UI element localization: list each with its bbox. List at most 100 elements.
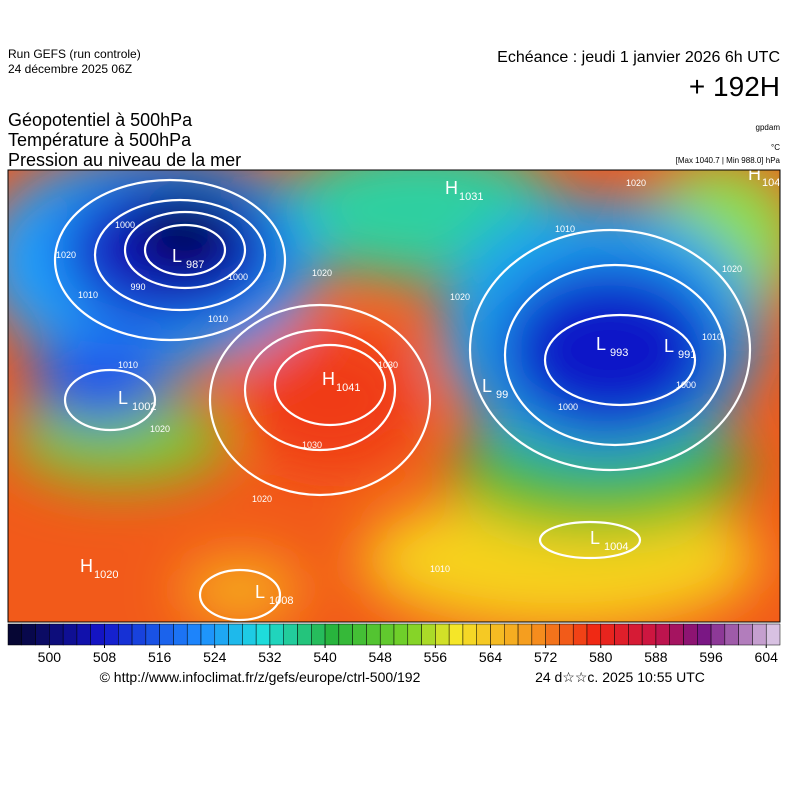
- colorbar-swatch: [311, 623, 326, 646]
- colorbar-swatch: [352, 623, 367, 646]
- colorbar-swatch: [186, 623, 202, 646]
- colorbar-swatch: [173, 623, 188, 646]
- field-name: Géopotentiel à 500hPa: [8, 110, 193, 130]
- center-kind: L: [596, 334, 606, 354]
- isobar-label: 1020: [450, 292, 470, 302]
- colorbar-swatch: [462, 623, 477, 646]
- colorbar-swatch: [752, 623, 767, 646]
- center-value: 991: [678, 349, 696, 361]
- isobar-label: 1020: [56, 250, 76, 260]
- center-kind: H: [445, 178, 458, 198]
- colorbar-label: 524: [203, 649, 227, 665]
- colorbar-label: 500: [38, 649, 62, 665]
- lead-time: + 192H: [689, 71, 780, 102]
- isobar-label: 1030: [378, 360, 398, 370]
- center-value: 1002: [132, 401, 156, 413]
- colorbar-swatch: [697, 623, 712, 646]
- colorbar-swatch: [765, 623, 781, 646]
- colorbar-label: 508: [93, 649, 117, 665]
- colorbar-swatch: [517, 623, 533, 646]
- colorbar-label: 588: [644, 649, 668, 665]
- isobar-label: 1010: [78, 290, 98, 300]
- colorbar-swatch: [641, 623, 657, 646]
- colorbar-swatch: [76, 623, 91, 646]
- colorbar-swatch: [62, 623, 78, 646]
- center-kind: H: [322, 369, 335, 389]
- map-frame: [7, 169, 781, 623]
- colorbar-label: 564: [479, 649, 503, 665]
- colorbar-label: 596: [699, 649, 723, 665]
- center-kind: L: [590, 528, 600, 548]
- field-name: Pression au niveau de la mer: [8, 150, 241, 170]
- source-url: © http://www.infoclimat.fr/z/gefs/europe…: [100, 669, 421, 685]
- isobar-label: 1020: [722, 264, 742, 274]
- colorbar-swatch: [724, 623, 739, 646]
- colorbar-swatch: [421, 623, 436, 646]
- colorbar-swatch: [269, 623, 284, 646]
- colorbar-swatch: [200, 623, 216, 646]
- isobar-label: 1030: [302, 440, 322, 450]
- isobar-label: 990: [130, 282, 145, 292]
- colorbar-swatch: [669, 623, 684, 646]
- colorbar-swatch: [559, 623, 574, 646]
- colorbar-swatch: [710, 623, 726, 646]
- colorbar-swatch: [379, 623, 395, 646]
- center-kind: H: [80, 556, 93, 576]
- center-kind: L: [482, 376, 492, 396]
- colorbar-label: 532: [258, 649, 282, 665]
- colorbar-swatch: [131, 623, 147, 646]
- colorbar-swatch: [21, 623, 36, 646]
- center-value: 104: [762, 177, 780, 189]
- colorbar-swatch: [628, 623, 643, 646]
- unit-label: gpdam: [756, 123, 781, 132]
- center-value: 1041: [336, 382, 360, 394]
- colorbar-swatch: [683, 623, 698, 646]
- colorbar-swatch: [214, 623, 229, 646]
- center-value: 99: [496, 389, 508, 401]
- isobar-label: 1020: [312, 268, 332, 278]
- colorbar-swatch: [655, 623, 670, 646]
- isobar-label: 1000: [115, 220, 135, 230]
- colorbar-swatch: [407, 623, 422, 646]
- generated-time: 24 d☆☆c. 2025 10:55 UTC: [535, 669, 705, 685]
- colorbar-swatch: [366, 623, 381, 646]
- colorbar-swatch: [104, 623, 119, 646]
- colorbar-swatch: [476, 623, 491, 646]
- colorbar-swatch: [338, 623, 353, 646]
- colorbar-swatch: [490, 623, 505, 646]
- colorbar-swatch: [49, 623, 64, 646]
- colorbar-swatch: [393, 623, 409, 646]
- isobar-label: 1010: [430, 564, 450, 574]
- colorbar-swatch: [324, 623, 340, 646]
- colorbar-swatch: [118, 623, 133, 646]
- colorbar-swatch: [228, 623, 243, 646]
- colorbar-swatch: [242, 623, 257, 646]
- colorbar-swatch: [504, 623, 519, 646]
- isobar-label: 1010: [118, 360, 138, 370]
- colorbar-label: 604: [755, 649, 779, 665]
- isobar-label: 1010: [555, 224, 575, 234]
- center-value: 993: [610, 347, 628, 359]
- isobar-label: 1020: [626, 178, 646, 188]
- colorbar-swatch: [531, 623, 546, 646]
- isobar-label: 1000: [558, 402, 578, 412]
- isobar-label: 1020: [150, 424, 170, 434]
- isobar-label: 1000: [676, 380, 696, 390]
- colorbar-swatch: [297, 623, 312, 646]
- colorbar-label: 548: [369, 649, 393, 665]
- colorbar-swatch: [448, 623, 464, 646]
- center-kind: L: [118, 388, 128, 408]
- colorbar-swatch: [614, 623, 629, 646]
- field-name: Température à 500hPa: [8, 130, 192, 150]
- isobar-label: 1020: [252, 494, 272, 504]
- center-value: 1031: [459, 191, 483, 203]
- colorbar-swatch: [586, 623, 602, 646]
- colorbar-swatch: [35, 623, 50, 646]
- center-value: 1008: [269, 595, 293, 607]
- unit-label: [Max 1040.7 | Min 988.0] hPa: [676, 156, 781, 165]
- colorbar-swatch: [435, 623, 450, 646]
- isobar-label: 1010: [702, 332, 722, 342]
- center-kind: H: [748, 164, 761, 184]
